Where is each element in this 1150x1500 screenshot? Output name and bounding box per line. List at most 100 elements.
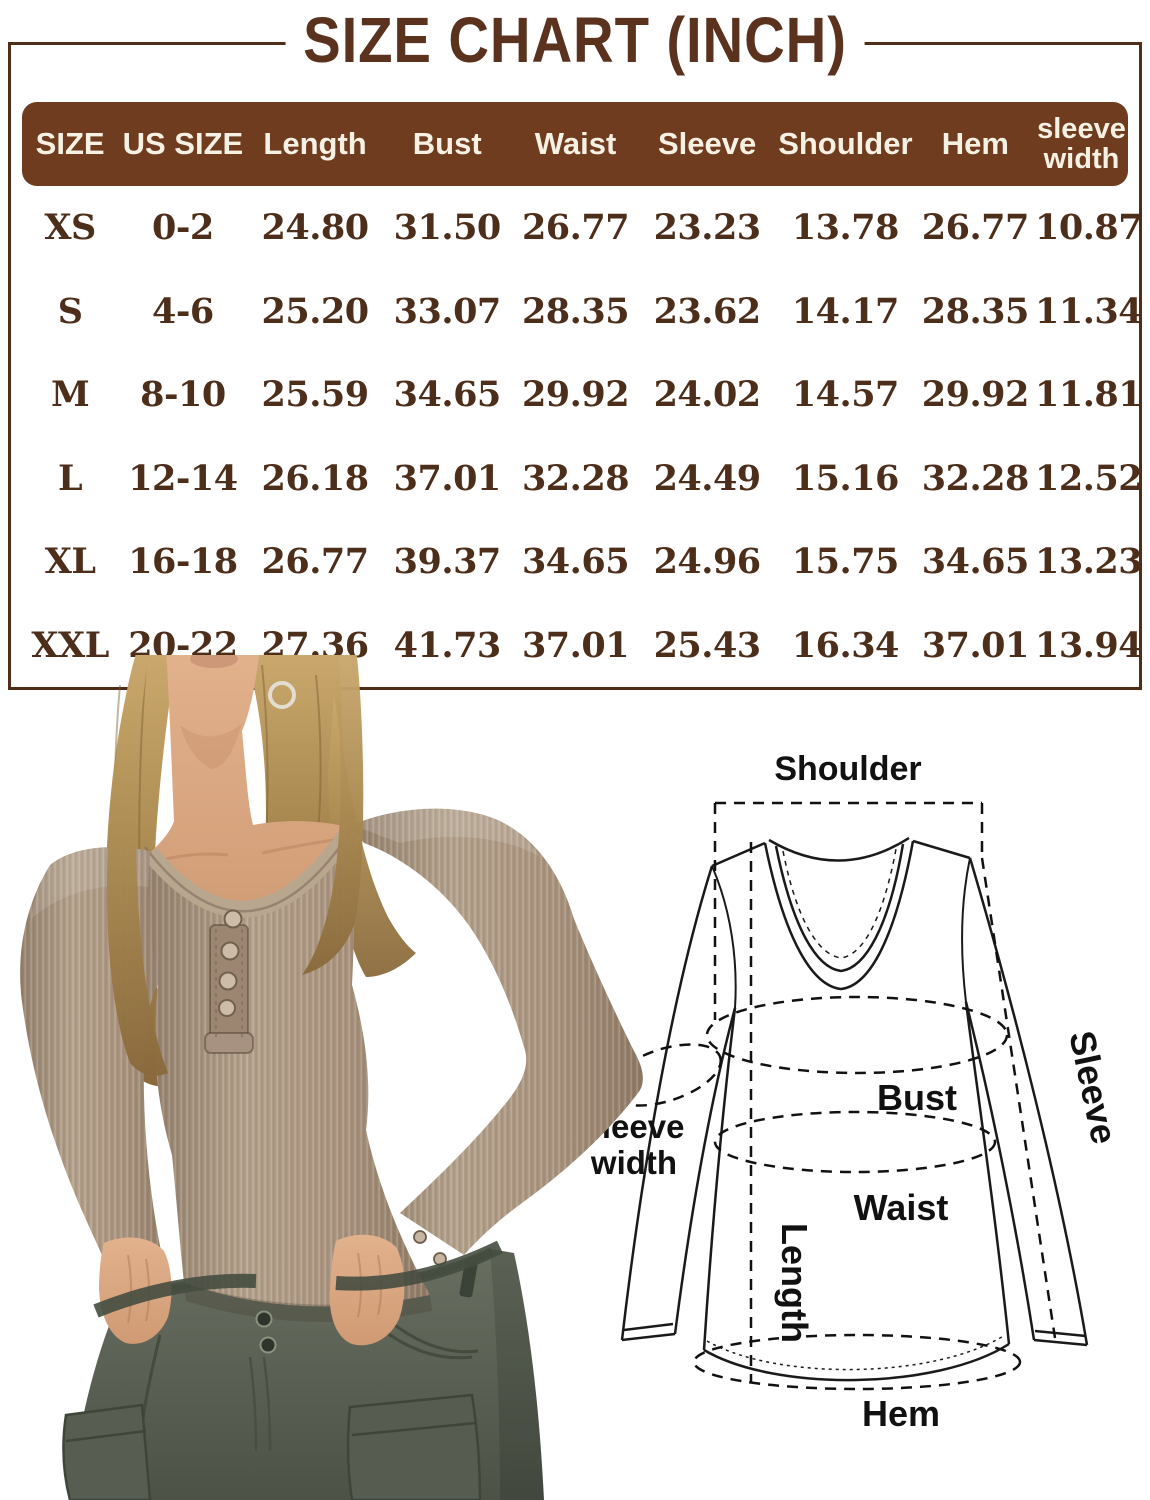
measure-cell: 15.75 xyxy=(791,541,900,583)
cargo-pocket xyxy=(346,1393,482,1500)
placket-buttons xyxy=(218,909,243,1017)
page-title: SIZE CHART (INCH) xyxy=(285,0,865,80)
measure-cell: 4-6 xyxy=(152,290,214,332)
measure-cell: 12.52 xyxy=(1035,457,1143,499)
measure-cell: 28.35 xyxy=(521,290,630,332)
sleeve-label: Sleeve xyxy=(1061,1027,1125,1147)
measure-cell: 41.73 xyxy=(393,624,502,666)
sleeve-measure-line xyxy=(980,857,1057,1339)
lips xyxy=(190,655,238,668)
button-placket xyxy=(204,909,254,1054)
hair-front xyxy=(107,655,364,1076)
measure-cell: 33.07 xyxy=(393,290,502,332)
table-frame: SIZE US SIZE Length Bust Waist Sleeve Shoulder… xyxy=(8,42,1143,690)
measure-cell: 24.96 xyxy=(653,541,762,583)
measure-cell: 29.92 xyxy=(521,374,630,416)
model-photo xyxy=(20,655,643,1500)
bust-ellipse xyxy=(705,995,1009,1075)
pants-button xyxy=(255,1310,273,1328)
size-cell: XS xyxy=(44,207,96,249)
right-sleeve-outer xyxy=(968,857,1089,1346)
measure-cell: 37.01 xyxy=(393,457,502,499)
waist-label: Waist xyxy=(854,1187,949,1228)
measure-cell: 14.57 xyxy=(791,374,900,416)
column-header: Shoulder xyxy=(778,126,913,161)
measure-cell: 14.17 xyxy=(791,290,900,332)
table-row: S 4-6 25.20 33.07 28.35 23.62 14.17 28.35 11.34 xyxy=(22,270,1143,354)
shoulder-label: Shoulder xyxy=(774,750,921,788)
measure-cell: 16.34 xyxy=(791,624,900,666)
measure-cell: 37.01 xyxy=(921,624,1030,666)
hands xyxy=(93,1234,504,1354)
cargo-pants xyxy=(62,1247,544,1500)
size-cell: M xyxy=(50,374,90,416)
length-label: Length xyxy=(774,1223,815,1343)
measure-cell: 12-14 xyxy=(128,457,238,499)
size-cell: XL xyxy=(44,541,96,583)
left-body-side xyxy=(702,1007,737,1351)
left-sleeve-inner xyxy=(673,1007,737,1335)
measure-cell: 0-2 xyxy=(152,207,214,249)
cargo-pocket-flap xyxy=(65,1429,147,1443)
measure-cell: 25.20 xyxy=(261,290,370,332)
measure-cell: 39.37 xyxy=(393,541,502,583)
measure-cell: 34.65 xyxy=(393,374,502,416)
back-neck-line xyxy=(768,836,910,862)
table-row: XS 0-2 24.80 31.50 26.77 23.23 13.78 26.77 10.87 xyxy=(22,186,1143,270)
fly-stitching xyxy=(248,1356,272,1452)
left-armhole xyxy=(711,865,737,1009)
shoulder-seams xyxy=(711,839,971,868)
measure-cell: 26.77 xyxy=(521,207,630,249)
column-header: sleeve width xyxy=(1037,112,1126,175)
measure-cell: 8-10 xyxy=(140,374,226,416)
measure-cell: 15.16 xyxy=(791,457,900,499)
measure-cell: 23.23 xyxy=(653,207,762,249)
left-sleeve-outer xyxy=(620,865,714,1341)
measure-cell: 24.02 xyxy=(653,374,762,416)
measure-cell: 11.81 xyxy=(1035,374,1143,416)
column-header: Waist xyxy=(534,126,617,161)
waist-ellipse xyxy=(713,1110,997,1174)
column-header: SIZE xyxy=(35,126,105,161)
size-cell: L xyxy=(58,457,83,499)
shirt-outline xyxy=(620,836,1089,1382)
measure-cell: 31.50 xyxy=(393,207,502,249)
measure-cell: 23.62 xyxy=(653,290,762,332)
measure-cell: 26.77 xyxy=(921,207,1030,249)
column-header: Sleeve xyxy=(657,126,757,161)
measure-cell: 29.92 xyxy=(921,374,1030,416)
column-header: Hem xyxy=(941,126,1009,161)
measure-cell: 32.28 xyxy=(921,457,1030,499)
measure-cell: 24.80 xyxy=(261,207,370,249)
table-row: L 12-14 26.18 37.01 32.28 24.49 15.16 32.28 12.5… xyxy=(22,437,1143,521)
left-cuff xyxy=(621,1322,676,1342)
measure-cell: 25.43 xyxy=(653,624,762,666)
measure-cell: 26.77 xyxy=(261,541,370,583)
sleeve-width-label-line2: width xyxy=(590,1144,677,1181)
hoop-earring xyxy=(268,681,296,709)
bust-label: Bust xyxy=(877,1077,957,1118)
measure-cell: 28.35 xyxy=(921,290,1030,332)
column-header: US SIZE xyxy=(122,126,244,161)
column-header: Bust xyxy=(412,126,482,161)
measure-cell: 34.65 xyxy=(521,541,630,583)
measure-cell: 10.87 xyxy=(1035,207,1143,249)
pants-button xyxy=(259,1336,277,1354)
hem-label: Hem xyxy=(862,1393,940,1434)
collar-stitch xyxy=(782,848,897,959)
measure-cell: 11.34 xyxy=(1035,290,1143,332)
hem-ellipse xyxy=(692,1333,1022,1391)
measure-cell: 37.01 xyxy=(521,624,630,666)
collar-inner xyxy=(774,843,905,973)
right-body-side xyxy=(964,1001,1011,1345)
measure-cell: 32.28 xyxy=(521,457,630,499)
cargo-pocket xyxy=(62,1403,152,1500)
size-cell: S xyxy=(57,290,83,332)
table-row: XL 16-18 26.77 39.37 34.65 24.96 15.75 34.65 13.… xyxy=(22,520,1143,604)
right-cuff xyxy=(1033,1329,1088,1347)
table-row: XXL 20-22 27.36 41.73 37.01 25.43 16.34 37.01 13… xyxy=(22,604,1142,688)
measurement-diagram: Shoulder Bust Waist Length Hem Sleeve sl… xyxy=(584,750,1126,1434)
measure-cell: 13.23 xyxy=(1035,541,1143,583)
cargo-pocket-flap xyxy=(351,1421,477,1437)
